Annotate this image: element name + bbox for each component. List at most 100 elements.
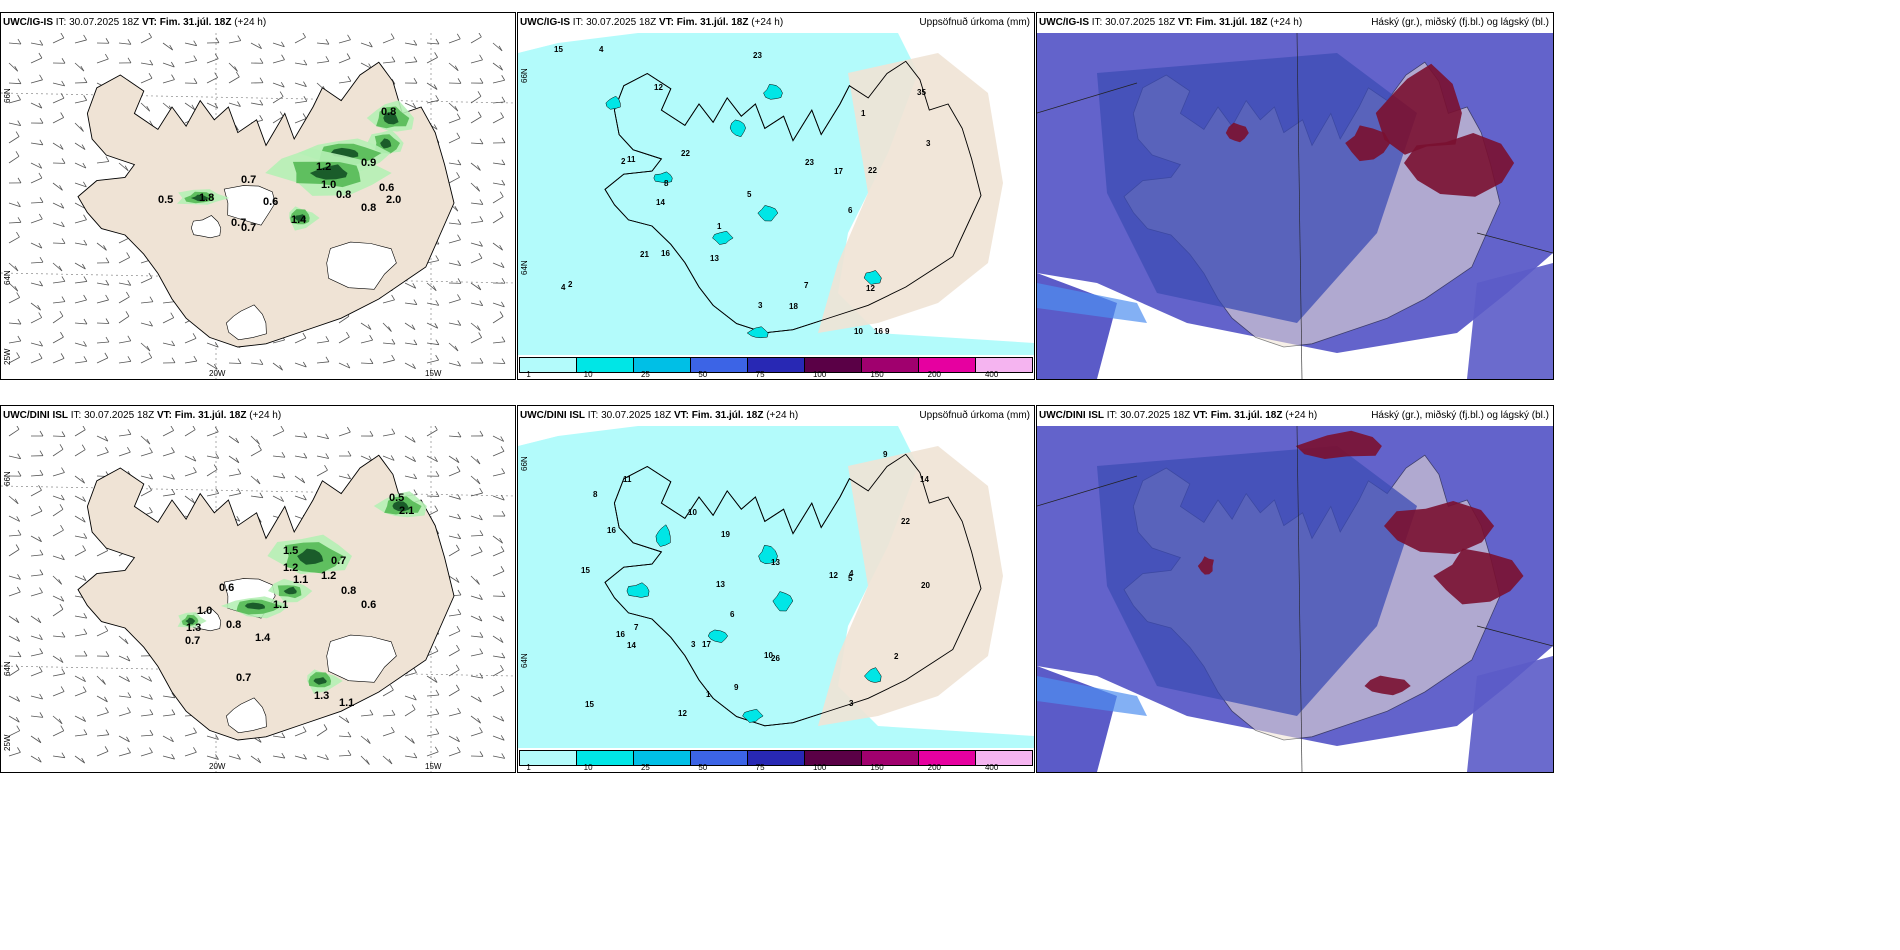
wind-barb [30,666,43,677]
colorbar-tick-label: 400 [984,370,999,379]
wind-value-label: 0.7 [185,635,200,647]
wind-barb [30,102,43,109]
wind-value-label: 0.7 [236,672,251,684]
dry-area [818,446,1003,726]
wind-barb [316,465,328,477]
wind-barb [272,495,284,502]
wind-barb [30,569,44,577]
wind-barb [8,426,20,437]
wind-barb [8,151,20,164]
wind-barb [30,430,44,437]
wind-barb [52,494,65,501]
wind-barb [448,294,461,304]
wind-barb [8,515,21,522]
precip-value-label: 8 [664,179,669,188]
wind-barb [8,635,20,642]
precip-value-label: 7 [804,281,809,290]
wind-barb [74,545,86,557]
wind-barb [294,332,307,344]
wind-barb [426,746,439,757]
wind-barb [162,357,176,364]
wind-barb [206,464,218,477]
wind-barb [404,39,418,46]
wind-barb [360,455,373,462]
precip-value-label: 22 [868,166,877,175]
precip-value-label: 3 [758,301,763,310]
glacier [190,215,222,239]
wind-barb [52,296,66,304]
wind-barb [426,82,438,90]
wind-barb [52,331,64,344]
wind-barb [470,54,483,64]
wind-barb [404,752,418,759]
wind-barb [52,752,66,759]
wind-barb [470,546,483,557]
wind-barb [316,38,330,45]
colorbar-tick-label: 1 [526,763,531,772]
panel-title: UWC/DINI ISL IT: 30.07.2025 18Z VT: Fim.… [3,410,281,421]
wind-value-label: 1.3 [186,622,201,634]
wind-barb [470,727,483,737]
graticule-line [1476,625,1553,647]
precip-value-label: 15 [554,45,563,54]
wind-barb [448,575,460,583]
wind-barb [8,544,20,557]
colorbar-cell [691,751,748,765]
parallel-line [1,92,515,104]
precip-value-label: 11 [627,155,636,164]
wind-barb [52,631,66,638]
precip-value-label: 2 [894,652,899,661]
panel-title: UWC/IG-IS IT: 30.07.2025 18Z VT: Fim. 31… [3,17,266,28]
model-label: UWC/DINI ISL [1039,410,1104,421]
wind-barb [492,494,505,501]
precip-field [518,426,1034,748]
wind-barb [52,655,64,663]
wind-barb [118,675,130,683]
precip-value-label: 23 [753,51,762,60]
iceland-coast [604,60,982,334]
wind-barb [492,75,506,84]
precip-value-label: 7 [634,623,639,632]
wind-barb [118,39,132,45]
precip-value-label: 4 [849,569,854,578]
wind-barb [448,219,462,225]
precip-value-label: 35 [917,88,926,97]
wind-barb [470,91,482,104]
wind-barb [30,242,43,249]
precip-value-label: 12 [866,284,875,293]
wind-barb [74,628,88,637]
colorbar-tick-label: 25 [640,370,650,379]
wind-barb [272,91,284,104]
lon-label-15: 15W [425,369,442,378]
wind-value-label: 1.8 [199,192,214,204]
wind-map: 0.81.2 0.91.0 0.60.80.71.80.5 0.60.70.7 1.40… [1,33,515,379]
wind-barb [30,213,43,224]
colorbar-cell [748,358,805,372]
cloud-high-area [1364,675,1411,696]
wind-barb [228,468,242,477]
parallel-line [1,272,515,284]
wind-barb [294,96,308,104]
wind-barb [118,57,132,64]
cloud-high-area [1345,125,1391,162]
wind-barb [338,473,351,480]
wind-barb [8,529,22,537]
wind-value-label: 1.0 [197,605,212,617]
wind-barb [30,587,43,597]
vt-label: VT: Fim. 31.júl. 18Z [673,410,764,421]
wind-barb [470,111,482,124]
wind-barb [250,99,264,106]
wind-barb [74,77,88,84]
precip-map: 1234691013161720141112221514261915131087… [518,426,1034,748]
wind-barb [30,139,44,146]
wind-barb [52,467,65,477]
wind-barb [382,726,395,737]
wind-barb [294,33,306,44]
wind-area-dark [185,617,196,625]
wind-barb [140,447,153,457]
wind-barb [52,431,66,437]
wind-barb [294,81,307,87]
lon-label-20: 20W [209,369,226,378]
it-label: IT: 30.07.2025 18Z [1091,17,1176,28]
wind-barb [294,59,308,66]
